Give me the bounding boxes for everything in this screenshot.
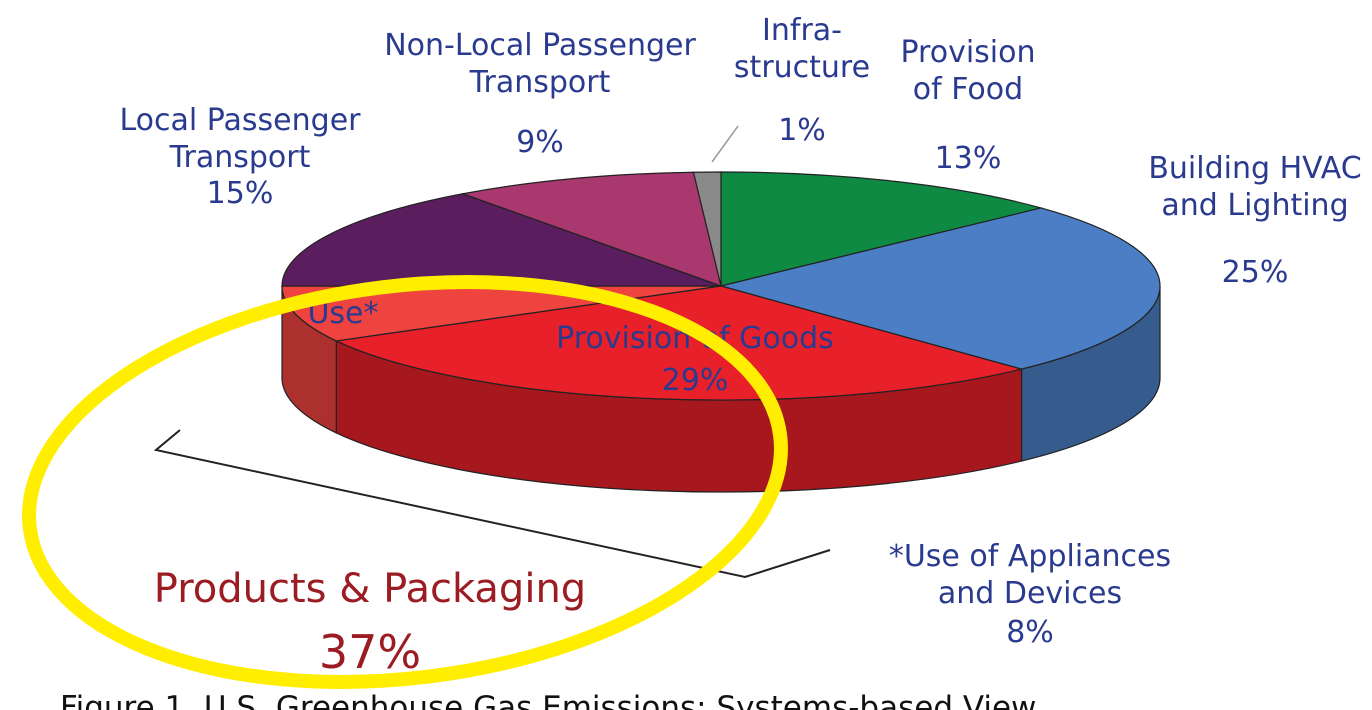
bracket	[153, 429, 831, 579]
slice-label: Local Passenger Transport	[120, 103, 362, 175]
slice	[718, 207, 1161, 370]
annotation: Products & Packaging	[154, 566, 586, 612]
slice-label: Non-Local Passenger Transport	[384, 28, 696, 100]
value-label: 25%	[1222, 255, 1289, 290]
value-label: 13%	[935, 141, 1002, 176]
slice-label: Provision of Food	[900, 35, 1035, 107]
slice	[281, 193, 722, 287]
value-label: 29%	[662, 363, 729, 398]
value-label: 8%	[1006, 615, 1054, 650]
slice-label: Infra-structure	[734, 13, 870, 85]
value-label: 9%	[516, 125, 564, 160]
slice	[334, 285, 1024, 401]
leader-line	[711, 125, 739, 163]
slice	[692, 171, 722, 287]
annotation-value: 37%	[319, 625, 421, 679]
value-label: 1%	[778, 113, 826, 148]
footnote: *Use of Appliances and Devices	[889, 539, 1171, 611]
slice-label: Building HVAC and Lighting	[1148, 151, 1361, 223]
slice	[460, 171, 722, 287]
slice	[720, 171, 1044, 287]
highlight	[22, 275, 788, 689]
value-label: 15%	[207, 176, 274, 211]
caption: Figure 1. U.S. Greenhouse Gas Emissions:…	[60, 690, 1036, 710]
